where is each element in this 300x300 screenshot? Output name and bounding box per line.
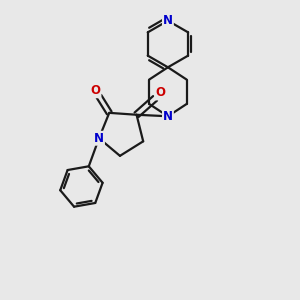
- Text: O: O: [155, 86, 166, 100]
- Text: N: N: [163, 14, 173, 27]
- Text: N: N: [163, 110, 173, 123]
- Text: O: O: [91, 84, 100, 97]
- Text: N: N: [94, 132, 104, 145]
